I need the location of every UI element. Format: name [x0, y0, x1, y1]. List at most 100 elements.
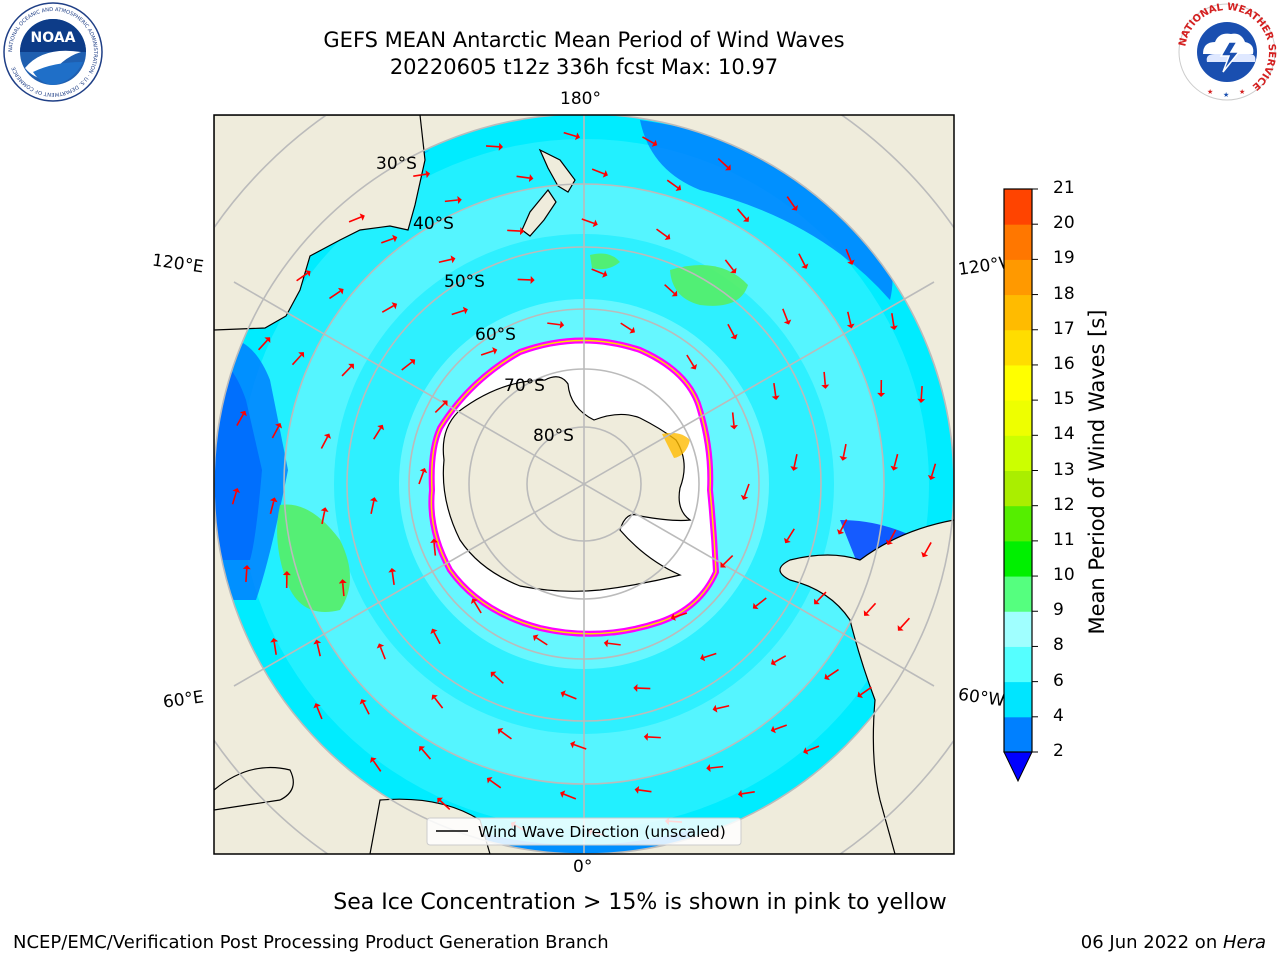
- wind-wave-arrow-head: [497, 728, 504, 735]
- footer-host: Hera: [1222, 932, 1266, 953]
- wind-wave-arrow-head: [338, 287, 344, 295]
- wind-wave-arrow: [573, 743, 587, 750]
- wind-wave-arrow: [716, 704, 730, 710]
- wind-wave-arrow: [438, 258, 452, 264]
- wind-wave-arrow-head: [418, 746, 425, 752]
- short-period-patch: [640, 120, 893, 300]
- wind-wave-arrow: [434, 697, 444, 709]
- colorbar-segment: [1004, 294, 1032, 331]
- wind-wave-arrow-head: [651, 139, 658, 147]
- wind-wave-arrow-head: [232, 487, 241, 493]
- wind-wave-arrow-head: [377, 424, 385, 431]
- wind-wave-arrow-head: [560, 690, 566, 698]
- wind-wave-arrow: [433, 542, 437, 556]
- wind-wave-arrow-head: [670, 613, 676, 621]
- wind-wave-arrow-head: [570, 740, 576, 749]
- wind-wave-arrow-head: [592, 219, 598, 228]
- wind-wave-arrow: [236, 413, 245, 426]
- wind-wave-arrow: [743, 483, 750, 497]
- wind-wave-arrow: [320, 436, 329, 449]
- long-period-patch: [662, 432, 690, 458]
- wind-wave-arrow: [674, 612, 688, 618]
- wind-wave-arrow: [900, 617, 910, 629]
- australia: [214, 115, 426, 331]
- land-masses: [214, 115, 954, 854]
- wind-wave-arrow: [607, 642, 621, 646]
- wind-wave-arrow: [581, 218, 595, 225]
- wind-wave-arrow-head: [359, 699, 367, 705]
- wind-wave-arrow-head: [821, 384, 830, 389]
- wind-wave-arrow: [480, 350, 494, 356]
- wind-wave-arrow-head: [425, 170, 431, 179]
- colorbar-tick-label: 17: [1053, 318, 1075, 339]
- wind-wave-arrow: [686, 354, 695, 367]
- wind-wave-arrow: [516, 175, 530, 179]
- wind-wave-arrow-head: [602, 270, 608, 278]
- wind-wave-arrow-head: [740, 494, 749, 500]
- wind-wave-arrow-head: [298, 352, 305, 358]
- colorbar-segment: [1004, 716, 1032, 753]
- wind-wave-arrow-head: [791, 205, 798, 211]
- wind-wave-arrow-head: [323, 433, 331, 439]
- wind-wave-arrow: [500, 730, 512, 740]
- wind-wave-arrow: [473, 601, 482, 614]
- wind-wave-arrow-head: [633, 684, 638, 693]
- wind-wave-arrow-head: [725, 164, 731, 171]
- wind-wave-arrow: [703, 652, 717, 659]
- wind-wave-arrow-head: [282, 571, 291, 576]
- wind-wave-arrow-head: [486, 777, 493, 784]
- wind-wave-arrow: [418, 471, 425, 485]
- colorbar-segment: [1004, 224, 1032, 260]
- wind-wave-arrow-head: [877, 392, 886, 397]
- wind-wave-arrow: [564, 693, 577, 700]
- wind-wave-arrow-head: [559, 320, 565, 329]
- wind-wave-arrow-head: [602, 170, 608, 178]
- map-subtitle: 20220605 t12z 336h fcst Max: 10.97: [389, 55, 779, 79]
- wind-wave-arrow: [647, 736, 661, 739]
- wind-wave-arrow-head: [305, 270, 311, 277]
- wind-wave-arrow: [413, 173, 427, 177]
- wind-wave-arrow: [507, 229, 521, 232]
- wind-wave-arrow-head: [675, 184, 682, 191]
- wind-wave-arrow: [736, 208, 747, 220]
- wind-wave-arrow-head: [275, 423, 283, 429]
- wind-wave-arrow-head: [437, 797, 443, 804]
- wind-wave-arrow: [329, 290, 341, 300]
- wind-wave-arrow: [591, 268, 604, 275]
- wind-wave-arrow-head: [313, 703, 321, 709]
- colorbar-tick-label: 15: [1053, 389, 1075, 410]
- wind-wave-arrow: [710, 765, 724, 769]
- wind-wave-arrow-head: [431, 694, 438, 701]
- wind-wave-arrow-head: [359, 213, 365, 221]
- wind-wave-arrow-head: [533, 634, 539, 642]
- wind-wave-arrow: [722, 555, 734, 566]
- wind-wave-arrow: [893, 453, 899, 467]
- wind-wave-arrow: [816, 591, 827, 602]
- lon-label-180: 180°: [560, 89, 601, 109]
- legend-label: Wind Wave Direction (unscaled): [478, 823, 726, 841]
- colorbar-tick-label: 13: [1053, 459, 1075, 480]
- lat-label-80s: 80°S: [533, 426, 574, 446]
- wind-wave-arrow: [271, 426, 280, 439]
- wind-wave-arrow-head: [462, 306, 468, 315]
- wind-wave-arrow-head: [737, 789, 743, 798]
- wind-wave-arrow-head: [664, 233, 671, 240]
- colorbar-label: Mean Period of Wind Waves [s]: [1085, 309, 1109, 635]
- wind-wave-arrow: [231, 491, 238, 505]
- colorbar-tick-label: 16: [1053, 353, 1075, 374]
- colorbar-tick-label: 20: [1053, 213, 1075, 234]
- wind-wave-arrow: [563, 793, 577, 800]
- wind-wave-arrow: [774, 724, 787, 731]
- wind-wave-arrow: [891, 313, 895, 327]
- wind-wave-arrow: [341, 583, 345, 597]
- wind-wave-arrow: [773, 383, 777, 397]
- lat-label-30s: 30°S: [376, 154, 417, 174]
- star-icon: ★: [1223, 91, 1229, 99]
- wind-wave-arrow-head: [730, 267, 737, 274]
- wind-wave-arrow: [341, 366, 352, 377]
- wind-wave-arrow-head: [528, 174, 534, 183]
- wind-wave-arrow-head: [783, 319, 792, 325]
- wind-wave-arrow-head: [498, 142, 504, 151]
- colorbar-segment: [1004, 681, 1032, 718]
